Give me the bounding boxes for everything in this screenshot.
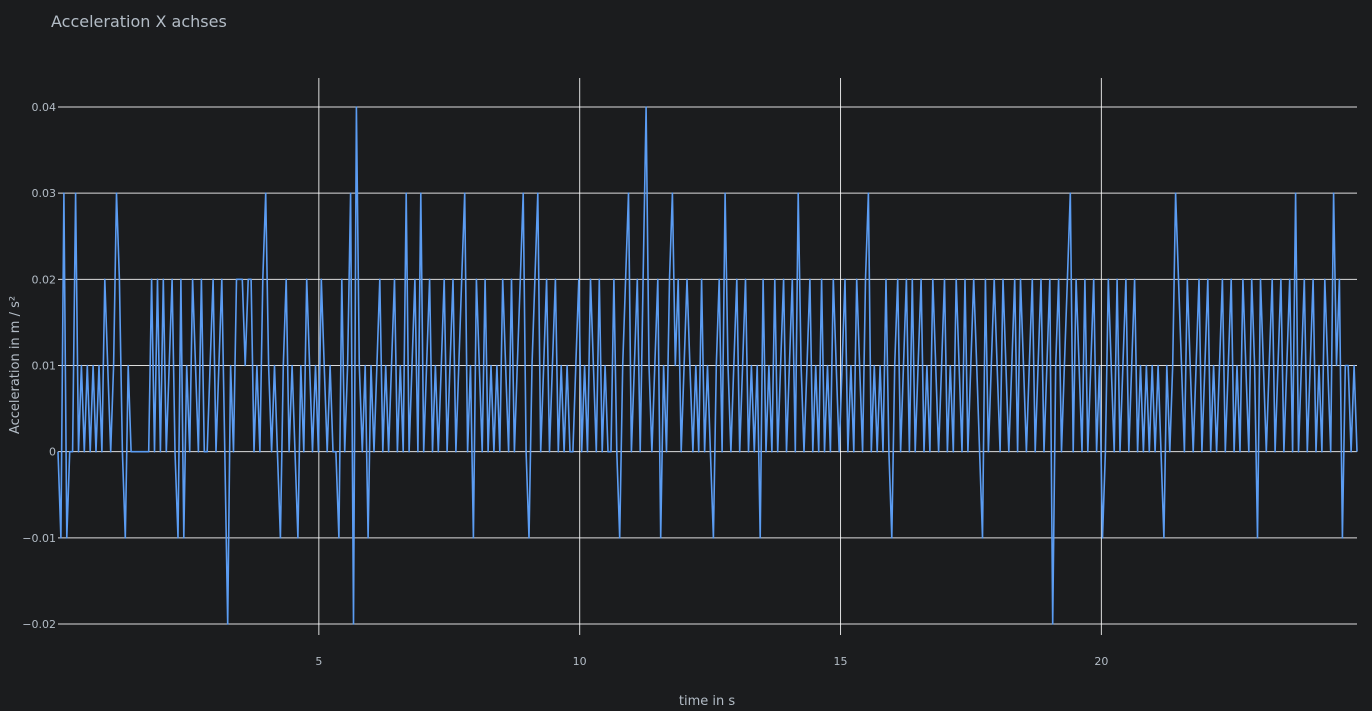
- x-axis-title: time in s: [679, 694, 735, 709]
- y-tick-label: 0.01: [32, 360, 57, 373]
- series-line-0: [57, 106, 1358, 625]
- y-tick-label: 0.02: [32, 273, 57, 286]
- y-axis-ticks: −0.02 −0.01 0 0.01 0.02 0.03 0.04: [22, 101, 56, 631]
- y-tick-label: −0.02: [22, 618, 56, 631]
- y-tick-label: 0.03: [32, 187, 57, 200]
- y-tick-label: 0.04: [32, 101, 57, 114]
- y-tick-label: −0.01: [22, 532, 56, 545]
- x-tick-label: 20: [1094, 655, 1108, 668]
- x-tick-label: 5: [315, 655, 322, 668]
- chart-title: Acceleration X achses: [51, 12, 227, 31]
- series-layer: [57, 106, 1358, 625]
- x-tick-label: 15: [834, 655, 848, 668]
- y-tick-label: 0: [49, 446, 56, 459]
- x-axis-ticks: 5 10 15 20: [315, 655, 1108, 668]
- x-tick-label: 10: [573, 655, 587, 668]
- y-axis-title: Acceleration in m / s²: [8, 296, 23, 434]
